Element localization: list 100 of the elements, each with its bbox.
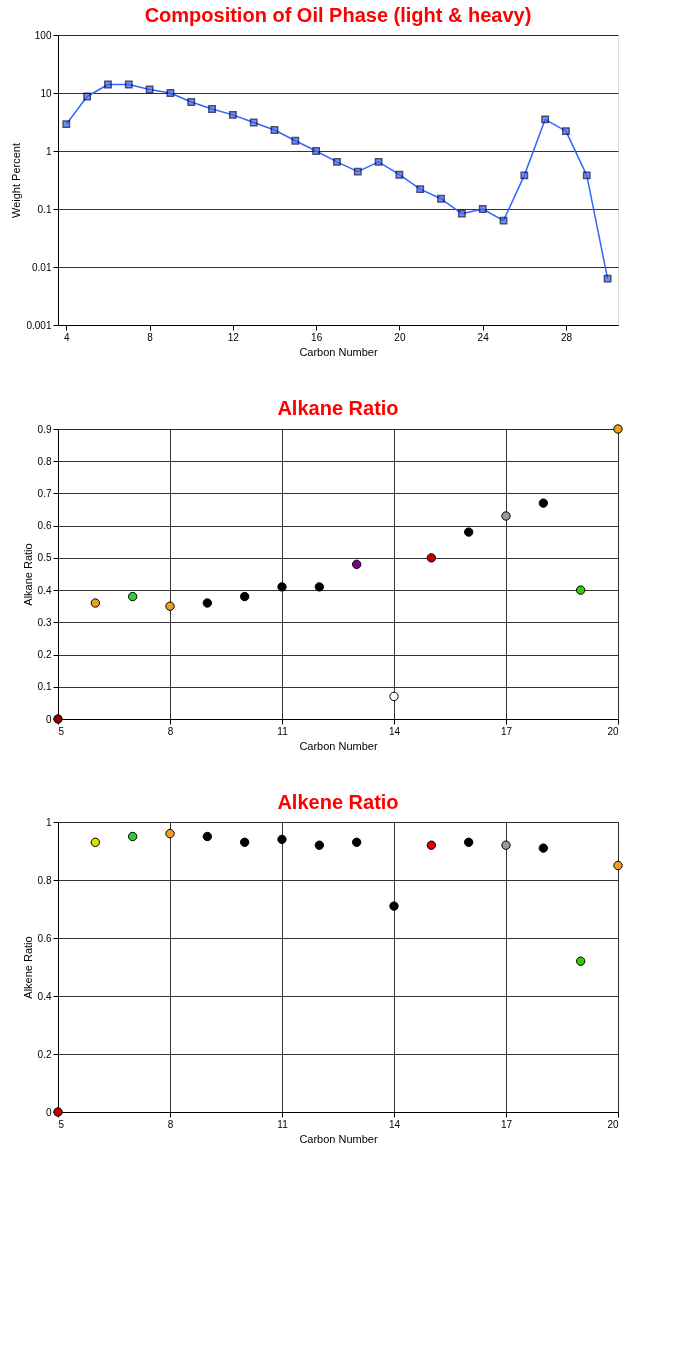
point [124, 80, 133, 89]
y-tick-label: 0 [45, 713, 52, 725]
y-tick-label: 0.5 [37, 552, 52, 564]
chart-title: Alkane Ratio [277, 396, 399, 419]
point [613, 424, 623, 434]
y-tick-label: 0.6 [37, 932, 52, 944]
point [90, 598, 101, 608]
point [463, 837, 474, 847]
point [291, 136, 300, 145]
x-tick-label: 20 [607, 1118, 619, 1130]
point [104, 80, 112, 89]
point [166, 89, 175, 97]
point [333, 157, 341, 166]
y-tick-label: 100 [34, 29, 52, 41]
y-tick-label: 0 [45, 1106, 52, 1118]
x-tick-label: 24 [477, 331, 490, 343]
y-tick-label: 1 [45, 816, 52, 828]
x-tick-label: 20 [607, 725, 619, 737]
x-tick-label: 14 [388, 1118, 401, 1130]
point [520, 171, 529, 180]
chart-title: Alkene Ratio [277, 791, 399, 813]
point [613, 860, 623, 871]
point [478, 205, 487, 213]
y-tick-label: 0.8 [37, 455, 52, 467]
point [202, 831, 213, 842]
point [312, 147, 321, 155]
point [127, 591, 138, 602]
y-tick-label: 0.4 [37, 584, 52, 596]
point [351, 837, 362, 847]
x-tick-label: 16 [311, 331, 323, 343]
x-tick-label: 5 [58, 725, 65, 737]
y-axis-title: Weight Percent [10, 142, 23, 219]
point [457, 209, 466, 218]
y-tick-label: 0.2 [37, 1048, 52, 1060]
point [314, 840, 325, 850]
point [239, 591, 250, 602]
x-tick-label: 14 [388, 725, 401, 737]
point [165, 828, 175, 839]
point [395, 170, 404, 179]
x-tick-label: 28 [560, 331, 573, 343]
point [314, 582, 325, 592]
x-axis-title: Carbon Number [299, 345, 378, 358]
x-tick-label: 17 [500, 1118, 513, 1130]
x-tick-label: 5 [58, 1118, 65, 1130]
point [603, 274, 612, 283]
point [426, 840, 437, 850]
point [187, 98, 196, 106]
point [90, 837, 101, 847]
x-tick-label: 17 [500, 725, 513, 737]
y-tick-label: 1 [45, 145, 52, 157]
point [249, 118, 258, 127]
x-tick-label: 11 [277, 725, 289, 737]
point [437, 194, 445, 203]
x-tick-label: 11 [277, 1118, 289, 1130]
y-tick-label: 0.2 [37, 649, 52, 661]
point [127, 831, 138, 842]
x-tick-label: 20 [394, 331, 406, 343]
point [351, 559, 362, 570]
chart-title: Composition of Oil Phase (light & heavy) [144, 4, 532, 26]
point [575, 585, 586, 595]
x-tick-label: 8 [167, 725, 174, 737]
point [239, 837, 250, 847]
point [145, 85, 154, 94]
point [270, 126, 279, 134]
y-axis-title: Alkane Ratio [21, 543, 34, 606]
y-tick-label: 0.8 [37, 874, 52, 886]
point [501, 511, 511, 521]
y-tick-label: 0.6 [37, 520, 52, 532]
x-tick-label: 8 [167, 1118, 174, 1130]
y-tick-label: 0.9 [37, 423, 52, 435]
x-tick-label: 8 [147, 331, 154, 343]
y-tick-label: 0.1 [37, 203, 52, 215]
point [228, 110, 237, 119]
point [165, 601, 175, 611]
point [538, 498, 549, 508]
y-tick-label: 0.001 [26, 319, 52, 331]
point [538, 843, 549, 853]
y-tick-label: 0.1 [37, 681, 52, 693]
point [277, 582, 287, 592]
point [575, 956, 586, 966]
x-tick-label: 12 [227, 331, 240, 343]
x-axis-title: Carbon Number [299, 1132, 378, 1145]
y-tick-label: 0.4 [37, 990, 52, 1002]
y-axis-title: Alkene Ratio [21, 936, 34, 999]
point [202, 598, 213, 608]
point [501, 840, 511, 850]
point [277, 834, 287, 845]
point [62, 120, 71, 129]
point [426, 553, 437, 563]
y-tick-label: 0.7 [37, 487, 52, 499]
point [389, 691, 399, 702]
point [562, 127, 570, 136]
x-tick-label: 4 [64, 331, 71, 343]
point [541, 115, 550, 124]
point [83, 92, 92, 101]
x-axis-title: Carbon Number [299, 739, 378, 752]
point [374, 157, 383, 166]
point [416, 185, 425, 194]
y-tick-label: 10 [40, 87, 52, 99]
point [389, 901, 399, 911]
